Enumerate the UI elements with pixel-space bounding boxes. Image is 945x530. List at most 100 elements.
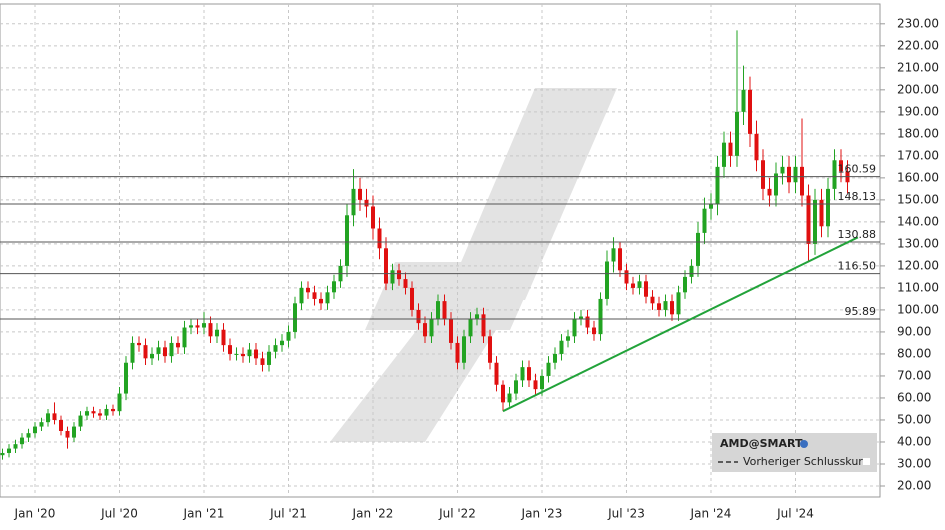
y-tick-label: 70.00: [897, 368, 931, 382]
level-label: 130.88: [838, 228, 877, 241]
x-tick-label: Jul '24: [776, 507, 814, 521]
candle-body: [637, 281, 642, 288]
candle-body: [72, 426, 76, 438]
candle-body: [514, 380, 518, 394]
candle-body: [39, 422, 44, 427]
candle-body: [98, 413, 102, 416]
candle-body: [748, 89, 752, 134]
candle-body: [631, 283, 635, 288]
candle-body: [605, 261, 609, 299]
candle-body: [182, 327, 187, 348]
candle-body: [176, 342, 180, 348]
candle-body: [839, 160, 843, 172]
candle-body: [325, 292, 330, 304]
y-tick-label: 180.00: [897, 126, 939, 140]
x-tick-label: Jan '23: [521, 507, 563, 521]
candle-body: [618, 248, 622, 271]
candle-body: [91, 411, 96, 414]
candle-body: [273, 345, 278, 352]
candle-body: [468, 318, 473, 337]
candle-body: [787, 166, 791, 183]
candle-body: [364, 199, 369, 207]
y-tick-label: 20.00: [897, 478, 931, 492]
candle-body: [267, 351, 271, 365]
candle-body: [65, 430, 70, 438]
candle-body: [280, 340, 284, 346]
candle-body: [572, 318, 577, 337]
candle-body: [741, 89, 746, 112]
candle-body: [377, 228, 382, 249]
candle-body: [488, 336, 492, 363]
candle-body: [663, 301, 668, 310]
candle-body: [137, 342, 141, 346]
grid: [0, 4, 885, 497]
candle-body: [202, 323, 206, 328]
x-tick-label: Jan '21: [183, 507, 225, 521]
candle-body: [221, 329, 226, 346]
candle-body: [397, 270, 401, 280]
candle-body: [832, 160, 837, 189]
candle-body: [670, 301, 674, 315]
legend-checkbox[interactable]: [863, 458, 870, 465]
candle-body: [650, 296, 655, 304]
candle-body: [780, 166, 785, 174]
candle-body: [163, 347, 167, 357]
candle-body: [598, 298, 603, 335]
candle-body: [345, 215, 349, 266]
candle-body: [715, 166, 720, 205]
candle-body: [449, 318, 453, 343]
candle-body: [332, 281, 336, 293]
candle-body: [85, 411, 89, 416]
candle-body: [644, 281, 648, 297]
candle-body: [683, 276, 687, 293]
candle-body: [826, 188, 830, 227]
candle-body: [728, 142, 733, 156]
legend-box: [712, 433, 877, 472]
level-label: 95.89: [845, 305, 877, 318]
candle-body: [169, 342, 174, 357]
candle-body: [260, 358, 265, 365]
level-label: 116.50: [838, 260, 877, 273]
y-tick-label: 160.00: [897, 170, 939, 184]
candle-body: [20, 437, 24, 445]
y-tick-label: 230.00: [897, 16, 939, 30]
candle-body: [130, 342, 135, 363]
candle-body: [559, 340, 564, 354]
candle-body: [143, 345, 148, 359]
candle-body: [611, 248, 616, 262]
candle-body: [150, 353, 154, 359]
candle-body: [507, 393, 512, 403]
candle-body: [26, 433, 31, 438]
candle-body: [533, 380, 538, 390]
candle-body: [767, 188, 772, 196]
candle-body: [156, 347, 161, 354]
level-label: 160.59: [838, 163, 877, 176]
candle-body: [215, 329, 219, 337]
candle-body: [520, 367, 525, 381]
y-tick-label: 40.00: [897, 434, 931, 448]
candle-body: [819, 199, 824, 227]
candle-body: [195, 325, 200, 328]
candle-body: [7, 448, 11, 453]
y-tick-label: 80.00: [897, 346, 931, 360]
y-tick-label: 150.00: [897, 192, 939, 206]
candle-body: [813, 199, 817, 244]
candle-body: [319, 298, 323, 304]
candle-body: [494, 362, 499, 385]
level-label: 148.13: [838, 190, 877, 203]
candle-body: [33, 426, 37, 434]
y-tick-label: 170.00: [897, 148, 939, 162]
candle-body: [52, 413, 57, 420]
candle-body: [579, 316, 583, 319]
candle-body: [481, 314, 486, 337]
candle-body: [234, 353, 239, 355]
candle-body: [59, 419, 63, 431]
candle-body: [410, 287, 414, 310]
x-tick-label: Jul '21: [269, 507, 307, 521]
y-tick-label: 200.00: [897, 82, 939, 96]
x-tick-label: Jul '23: [607, 507, 645, 521]
candle-body: [462, 336, 466, 363]
y-tick-label: 130.00: [897, 236, 939, 250]
plot-area: [0, 3, 881, 498]
